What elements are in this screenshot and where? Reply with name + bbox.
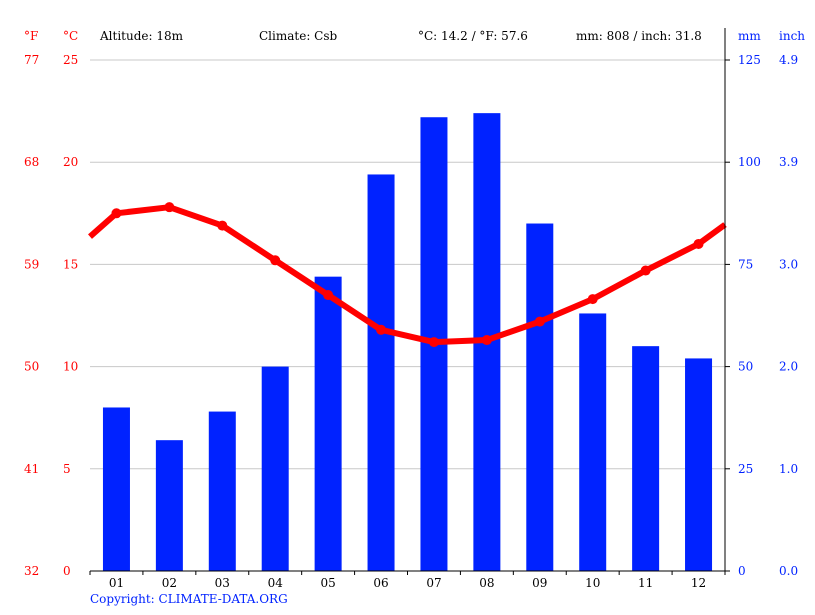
fahrenheit-tick: 68 <box>24 155 39 169</box>
temperature-line <box>88 202 727 348</box>
temperature-point <box>164 202 175 213</box>
fahrenheit-unit: °F <box>24 29 38 43</box>
celsius-tick: 10 <box>63 360 78 374</box>
temperature-point <box>640 265 651 276</box>
precipitation-bar <box>314 276 342 571</box>
inch-tick: 4.9 <box>779 53 798 67</box>
celsius-tick: 25 <box>63 53 78 67</box>
temperature-point <box>323 290 334 301</box>
month-label: 07 <box>426 576 441 590</box>
temperature-point <box>481 335 492 346</box>
month-label: 11 <box>638 576 653 590</box>
month-label: 12 <box>691 576 706 590</box>
inch-tick: 2.0 <box>779 360 798 374</box>
month-label: 02 <box>162 576 177 590</box>
month-label: 08 <box>479 576 494 590</box>
mm-tick: 125 <box>738 53 761 67</box>
temperature-average: °C: 14.2 / °F: 57.6 <box>418 29 528 43</box>
mm-tick: 100 <box>738 155 761 169</box>
month-label: 05 <box>320 576 335 590</box>
month-label: 06 <box>373 576 388 590</box>
precipitation-bars <box>102 113 713 572</box>
month-label: 10 <box>585 576 600 590</box>
month-label: 09 <box>532 576 547 590</box>
precipitation-bar <box>632 346 660 571</box>
temperature-point <box>428 337 439 348</box>
precipitation-bar <box>526 223 554 571</box>
fahrenheit-tick: 32 <box>24 564 39 578</box>
temperature-point <box>587 294 598 305</box>
mm-unit: mm <box>738 29 761 43</box>
celsius-tick: 5 <box>63 462 71 476</box>
celsius-tick: 0 <box>63 564 71 578</box>
mm-tick: 75 <box>738 257 753 271</box>
fahrenheit-tick: 41 <box>24 462 39 476</box>
inch-tick: 0.0 <box>779 564 798 578</box>
altitude-label: Altitude: 18m <box>99 29 184 43</box>
mm-tick: 25 <box>738 462 753 476</box>
mm-tick: 0 <box>738 564 746 578</box>
temperature-point <box>270 255 281 266</box>
copyright-link[interactable]: Copyright: CLIMATE-DATA.ORG <box>90 592 288 606</box>
month-label: 01 <box>109 576 124 590</box>
precipitation-bar <box>579 313 607 571</box>
temperature-point <box>217 220 228 231</box>
precipitation-bar <box>367 174 395 572</box>
precipitation-bar <box>155 440 183 571</box>
celsius-tick: 15 <box>63 257 78 271</box>
inch-tick: 3.0 <box>779 257 798 271</box>
month-label: 04 <box>268 576 284 590</box>
temperature-point <box>376 324 387 335</box>
inch-tick: 1.0 <box>779 462 798 476</box>
fahrenheit-tick: 50 <box>24 360 39 374</box>
temperature-point <box>111 208 122 219</box>
temperature-point <box>534 316 545 327</box>
celsius-tick: 20 <box>63 155 78 169</box>
axis-labels: 32 0 0 0.041 5 25 1.050 10 50 2.059 15 75 3.068 20 100… <box>24 53 798 590</box>
month-label: 03 <box>215 576 230 590</box>
axes <box>89 28 730 575</box>
temperature-polyline <box>88 204 727 346</box>
celsius-unit: °C <box>63 29 78 43</box>
precipitation-total: mm: 808 / inch: 31.8 <box>576 29 702 43</box>
fahrenheit-tick: 77 <box>24 53 39 67</box>
precipitation-bar <box>685 358 713 571</box>
precipitation-bar <box>208 411 236 571</box>
inch-unit: inch <box>779 29 805 43</box>
inch-tick: 3.9 <box>779 155 798 169</box>
mm-tick: 50 <box>738 360 753 374</box>
climate-label: Climate: Csb <box>259 29 338 43</box>
gridlines <box>90 59 725 470</box>
precipitation-bar <box>261 366 289 571</box>
precipitation-bar <box>102 407 130 571</box>
fahrenheit-tick: 59 <box>24 257 39 271</box>
temperature-point <box>693 238 704 249</box>
